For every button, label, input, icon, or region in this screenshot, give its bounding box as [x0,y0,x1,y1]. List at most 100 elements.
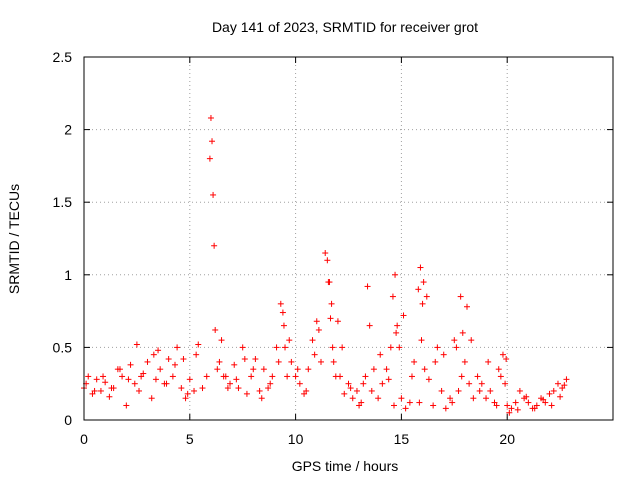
data-point [85,373,92,380]
data-point [203,373,210,380]
data-point [463,303,470,310]
data-point [455,387,462,394]
data-point [337,373,344,380]
data-point [451,337,458,344]
data-point [227,380,234,387]
data-point [423,293,430,300]
data-point [392,271,399,278]
data-point [370,366,377,373]
data-point [322,250,329,257]
data-point [368,387,375,394]
data-point [502,380,509,387]
data-point [504,402,511,409]
data-point [417,264,424,271]
data-point [108,385,115,392]
data-point [516,387,523,394]
chart-title: Day 141 of 2023, SRMTID for receiver gro… [212,19,478,35]
data-point [210,191,217,198]
data-point [136,387,143,394]
data-point [347,385,354,392]
data-point [207,114,214,121]
data-point [148,395,155,402]
data-point [239,344,246,351]
data-point [514,406,521,413]
data-point [453,344,460,351]
data-point [438,387,445,394]
data-point [275,358,282,365]
data-point [449,399,456,406]
data-point [531,405,538,412]
data-point [119,373,126,380]
data-point [497,373,504,380]
data-point [366,322,373,329]
data-point [557,393,564,400]
data-point [180,356,187,363]
y-tick-label: 0 [64,412,72,428]
data-point [193,351,200,358]
data-point [356,402,363,409]
data-point [419,300,426,307]
data-point [303,387,310,394]
data-point [214,366,221,373]
data-point [339,344,346,351]
data-point [163,380,170,387]
data-point [231,361,238,368]
data-point [195,341,202,348]
data-point [218,337,225,344]
data-point [123,402,130,409]
data-point [375,395,382,402]
data-point [93,376,100,383]
data-point [389,293,396,300]
data-point [211,242,218,249]
data-point [243,390,250,397]
data-point [277,300,284,307]
data-point [330,358,337,365]
data-point [561,382,568,389]
data-point [478,380,485,387]
data-point [91,387,98,394]
data-point [525,399,532,406]
data-point [169,373,176,380]
data-point [334,318,341,325]
data-point [415,286,422,293]
data-point [459,329,466,336]
data-point [393,329,400,336]
data-point [421,366,428,373]
data-point [133,341,140,348]
plot-frame [83,56,614,421]
y-tick-label: 1 [64,267,72,283]
data-point [288,358,295,365]
data-point [487,387,494,394]
data-point [260,366,267,373]
data-point [252,356,259,363]
data-point [387,344,394,351]
data-point [360,380,367,387]
data-point [402,405,409,412]
data-point [127,361,134,368]
data-point [400,312,407,319]
grid-lines [84,57,613,420]
data-point [171,361,178,368]
data-point [182,395,189,402]
data-point [554,380,561,387]
data-point [377,351,384,358]
data-point [282,344,289,351]
data-point [364,283,371,290]
y-tick-label: 1.5 [53,194,73,210]
data-point [273,344,280,351]
data-point [248,373,255,380]
tick-labels: 0 0.5 1 1.5 2 2.5 0 5 10 15 20 [53,49,516,447]
data-point [416,399,423,406]
data-point [199,385,206,392]
data-point [97,387,104,394]
data-point [512,399,519,406]
x-axis-label: GPS time / hours [292,458,399,474]
data-point [184,390,191,397]
data-point [432,358,439,365]
data-point [425,376,432,383]
data-point [476,387,483,394]
data-point [209,138,216,145]
data-point [362,373,369,380]
data-point [548,402,555,409]
data-point [280,322,287,329]
